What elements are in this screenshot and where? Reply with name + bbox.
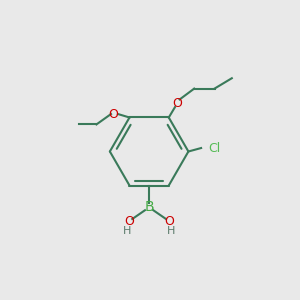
Text: O: O bbox=[108, 107, 118, 121]
Text: H: H bbox=[167, 226, 175, 236]
Text: O: O bbox=[164, 215, 174, 228]
Text: B: B bbox=[144, 200, 154, 214]
Text: Cl: Cl bbox=[208, 142, 220, 154]
Text: O: O bbox=[124, 215, 134, 228]
Text: O: O bbox=[172, 97, 182, 110]
Text: H: H bbox=[123, 226, 131, 236]
